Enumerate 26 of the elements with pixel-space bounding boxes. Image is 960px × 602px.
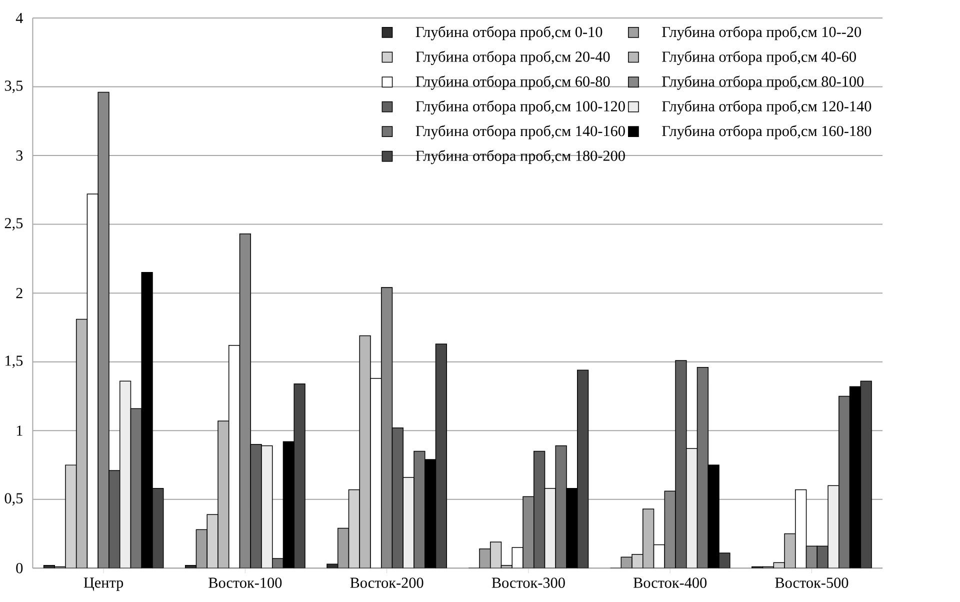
x-tick-label: Восток-300 [492, 578, 565, 588]
y-tick-label: 3,5 [4, 80, 23, 93]
legend-label: Глубина отбора проб,см 10--20 [662, 26, 861, 40]
y-tick-label: 1 [16, 425, 22, 436]
legend-label: Глубина отбора проб,см 100-120 [416, 100, 625, 114]
legend-label: Глубина отбора проб,см 160-180 [662, 125, 872, 140]
legend-label: Глубина отбора проб,см 0-10 [416, 26, 602, 40]
legend-label: Глубина отбора проб,см 40-60 [662, 50, 856, 65]
y-tick-label: 1,5 [6, 356, 23, 368]
legend-label: Глубина отбора проб,см 120-140 [662, 100, 872, 114]
legend-label: Глубина отбора проб,см 140-160 [416, 125, 625, 140]
x-tick-label: Восток-500 [775, 578, 848, 588]
y-tick-label: 2 [16, 288, 22, 298]
y-tick-label: 3 [16, 150, 23, 161]
y-tick-label: 2,5 [4, 218, 23, 230]
x-tick-label: Восток-100 [208, 578, 282, 588]
legend-label: Глубина отбора проб,см 80-100 [662, 76, 864, 90]
x-tick-label: Восток-400 [634, 578, 707, 588]
legend-label: Глубина отбора проб,см 180-200 [416, 150, 625, 164]
y-tick-label: 4 [16, 12, 23, 23]
legend-label: Глубина отбора проб,см 60-80 [416, 76, 610, 90]
x-tick-label: Восток-200 [350, 578, 424, 588]
y-tick-label: 0 [16, 562, 23, 574]
legend-label: Глубина отбора проб,см 20-40 [416, 50, 610, 65]
y-tick-label: 0,5 [4, 493, 23, 506]
x-tick-label: Центр [84, 578, 124, 591]
